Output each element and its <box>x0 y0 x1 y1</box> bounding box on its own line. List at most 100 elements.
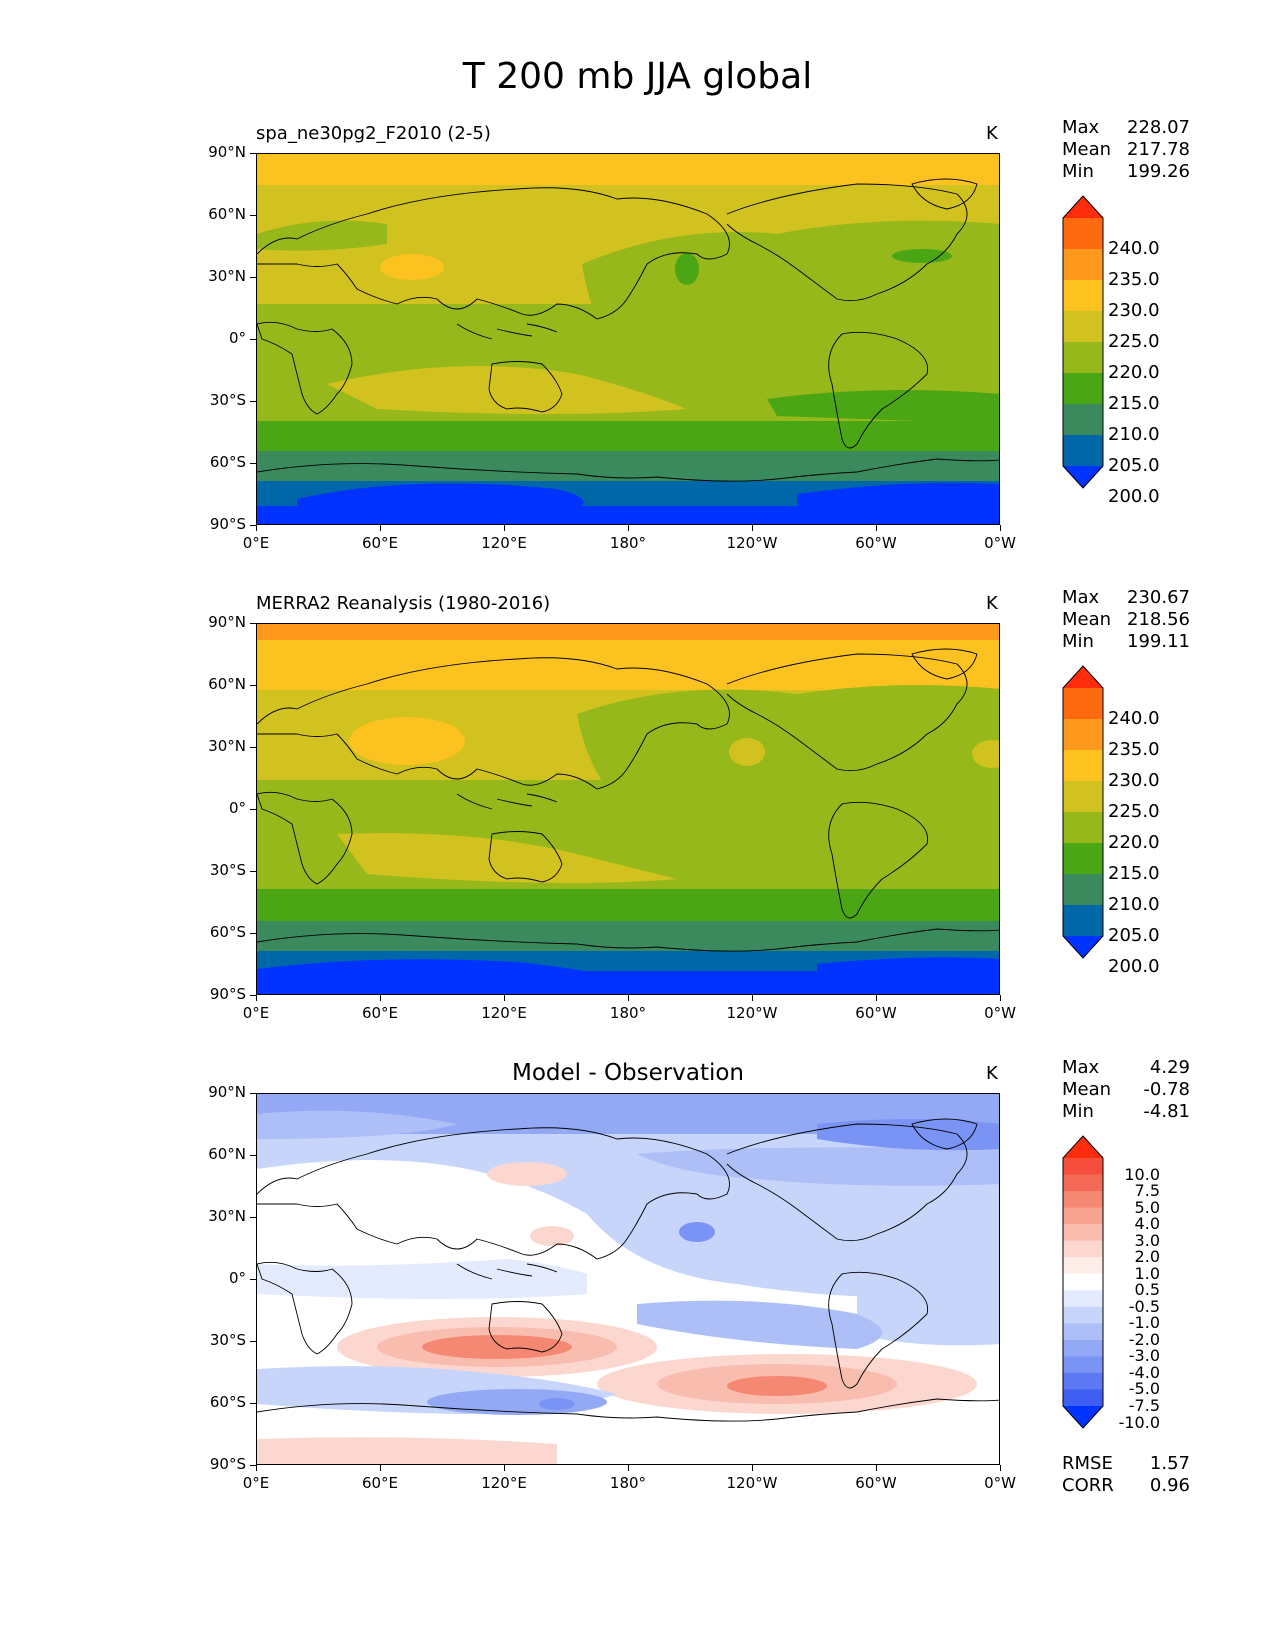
lat-tick-mark <box>250 400 256 402</box>
colorbar-segment <box>1063 1306 1103 1324</box>
colorbar-segment <box>1063 874 1103 906</box>
lon-tick-label: 60°E <box>361 1004 399 1022</box>
lon-tick-mark <box>751 1465 753 1471</box>
stat-row: Min 199.26 <box>1062 161 1190 183</box>
footer-stat-value: 0.96 <box>1149 1475 1190 1496</box>
stat-label: Mean <box>1062 609 1112 630</box>
colorbar-tick-label: 210.0 <box>1108 424 1160 445</box>
colorbar-extend-top <box>1063 666 1103 688</box>
field-region <box>349 717 465 765</box>
coastline <box>911 648 978 680</box>
coastline <box>257 1398 999 1422</box>
lat-tick-mark <box>250 1340 256 1342</box>
field-region <box>257 1110 457 1139</box>
lon-tick-mark <box>255 995 257 1001</box>
field-region <box>257 1259 587 1299</box>
coastline <box>828 1271 929 1389</box>
colorbar-segment <box>1063 342 1103 374</box>
colorbar-segment <box>1063 843 1103 875</box>
colorbar-tick-label: 240.0 <box>1108 708 1160 729</box>
field-region <box>797 482 999 509</box>
lon-tick-label: 0°E <box>242 534 270 552</box>
colorbar-tick-label: -10.0 <box>1118 1412 1160 1432</box>
lon-tick-mark <box>379 1465 381 1471</box>
lon-tick-mark <box>875 995 877 1001</box>
stat-value: -4.81 <box>1143 1101 1190 1122</box>
colorbar-tick-label: 205.0 <box>1108 455 1160 476</box>
field-band <box>257 154 999 185</box>
stat-label: Max <box>1062 587 1100 608</box>
lat-tick-label: 90°N <box>208 143 246 161</box>
lon-tick-mark <box>255 525 257 531</box>
lon-tick-label: 120°W <box>726 1004 778 1022</box>
map-observation <box>256 623 1000 995</box>
lon-tick-mark <box>875 1465 877 1471</box>
stat-value: 218.56 <box>1127 609 1190 630</box>
colorbar-tick-label: 200.0 <box>1108 956 1160 977</box>
coastline <box>726 183 968 302</box>
lat-tick-mark <box>250 1278 256 1280</box>
colorbar-tick-label: 7.5 <box>1134 1181 1160 1201</box>
field-band <box>257 421 999 451</box>
field-band <box>257 624 999 640</box>
lat-tick-label: 90°S <box>209 985 246 1003</box>
lat-tick-mark <box>250 338 256 340</box>
colorbar-extend-bottom <box>1063 466 1103 488</box>
colorbar-segment <box>1063 311 1103 343</box>
lat-tick-label: 60°S <box>209 1393 246 1411</box>
coastline <box>456 323 558 340</box>
lon-tick-label: 120°W <box>726 1474 778 1492</box>
colorbar-tick-label: 220.0 <box>1108 362 1160 383</box>
footer-stat-value: 1.57 <box>1149 1453 1190 1474</box>
colorbar-segment <box>1063 905 1103 937</box>
lon-tick-label: 0°E <box>242 1004 270 1022</box>
lat-tick-label: 30°N <box>208 1207 246 1225</box>
stat-row: Mean -0.78 <box>1062 1079 1190 1101</box>
footer-stat-label: RMSE <box>1062 1453 1113 1474</box>
colorbar-segment <box>1063 435 1103 467</box>
colorbar-tick-label: 10.0 <box>1124 1164 1160 1184</box>
colorbar-tick-label: -0.5 <box>1128 1296 1160 1316</box>
field-region <box>892 249 952 263</box>
lat-tick-label: 30°N <box>208 737 246 755</box>
stat-label: Min <box>1062 631 1094 652</box>
field-region <box>257 1437 557 1464</box>
colorbar-segment <box>1063 373 1103 405</box>
lat-tick-mark <box>250 994 256 996</box>
stats-block: Max 228.07 Mean 217.78 Min 199.26 <box>1062 117 1190 183</box>
colorbar-tick-label: 225.0 <box>1108 801 1160 822</box>
field-region <box>972 740 999 768</box>
lat-tick-label: 30°N <box>208 267 246 285</box>
lat-tick-mark <box>250 152 256 154</box>
lon-tick-label: 60°W <box>855 534 897 552</box>
colorbar-segment <box>1063 1224 1103 1242</box>
lon-tick-label: 120°E <box>481 1004 527 1022</box>
panel-units: K <box>986 1063 998 1084</box>
colorbar-tick-label: -5.0 <box>1128 1379 1160 1399</box>
colorbar-outline <box>1062 195 1104 489</box>
lat-tick-mark <box>250 932 256 934</box>
colorbar-tick-label: 210.0 <box>1108 894 1160 915</box>
stat-row: Max 228.07 <box>1062 117 1190 139</box>
colorbar-tick-label: 4.0 <box>1134 1214 1160 1234</box>
stat-label: Max <box>1062 1057 1100 1078</box>
lon-tick-label: 0°E <box>242 1474 270 1492</box>
lat-tick-mark <box>250 524 256 526</box>
stat-label: Min <box>1062 161 1094 182</box>
colorbar-tick-label: 200.0 <box>1108 486 1160 507</box>
lat-tick-label: 30°S <box>209 391 246 409</box>
colorbar <box>1062 195 1104 489</box>
colorbar-segment <box>1063 1323 1103 1341</box>
lon-tick-mark <box>751 995 753 1001</box>
coastline <box>257 928 999 952</box>
colorbar-tick-label: 1.0 <box>1134 1263 1160 1283</box>
coastline <box>488 361 563 413</box>
lon-tick-mark <box>751 525 753 531</box>
colorbar-tick-label: 225.0 <box>1108 331 1160 352</box>
colorbar-tick-label: 205.0 <box>1108 925 1160 946</box>
colorbar-segment <box>1063 1240 1103 1258</box>
lat-tick-mark <box>250 684 256 686</box>
field-region <box>257 697 347 719</box>
lat-tick-label: 0° <box>228 799 246 817</box>
field-band <box>257 640 999 690</box>
